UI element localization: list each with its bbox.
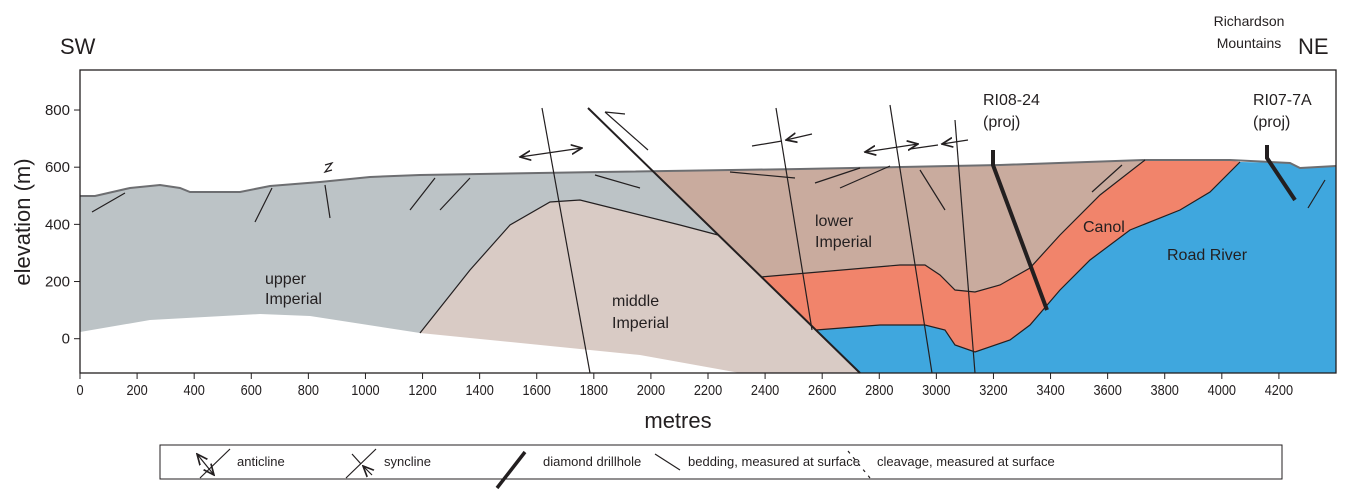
unit-label: Imperial	[815, 234, 872, 251]
x-tick-label: 2400	[751, 381, 780, 398]
unit-label: Imperial	[612, 315, 669, 332]
x-tick-label: 1200	[408, 381, 437, 398]
legend-label: cleavage, measured at surface	[877, 454, 1055, 469]
x-tick-label: 0	[76, 381, 83, 398]
x-tick-label: 4000	[1208, 381, 1237, 398]
drillhole-label: (proj)	[983, 114, 1020, 131]
y-tick-label: 800	[45, 102, 70, 119]
x-tick-label: 600	[241, 381, 262, 398]
unit-label: middle	[612, 293, 659, 310]
y-axis-label: elevation (m)	[10, 158, 35, 285]
direction-label: SW	[60, 34, 96, 59]
unit-label: Canol	[1083, 219, 1125, 236]
x-tick-label: 3800	[1151, 381, 1180, 398]
place-label: Mountains	[1217, 35, 1282, 51]
place-label: Richardson	[1214, 13, 1285, 29]
x-tick-label: 1000	[351, 381, 380, 398]
drillhole-label: (proj)	[1253, 114, 1290, 131]
x-tick-label: 400	[184, 381, 205, 398]
x-tick-label: 200	[126, 381, 147, 398]
x-tick-label: 800	[298, 381, 319, 398]
unit-label: Imperial	[265, 291, 322, 308]
x-tick-label: 2600	[808, 381, 837, 398]
drillhole-label: RI08-24	[983, 92, 1040, 109]
x-tick-label: 1400	[465, 381, 494, 398]
legend-label: anticline	[237, 454, 285, 469]
x-tick-label: 3200	[979, 381, 1008, 398]
legend-label: syncline	[384, 454, 431, 469]
legend-label: bedding, measured at surface	[688, 454, 860, 469]
unit-label: Road River	[1167, 247, 1248, 264]
cross-section: 0200400600800100012001400160018002000220…	[0, 0, 1348, 491]
syncline-symbol	[910, 140, 968, 149]
y-tick-label: 0	[62, 331, 70, 348]
x-tick-label: 2000	[637, 381, 666, 398]
x-tick-label: 3600	[1093, 381, 1122, 398]
x-tick-label: 1800	[580, 381, 609, 398]
x-tick-label: 4200	[1265, 381, 1294, 398]
y-tick-label: 400	[45, 216, 70, 233]
page: 0200400600800100012001400160018002000220…	[0, 0, 1348, 496]
x-tick-label: 1600	[523, 381, 552, 398]
x-tick-label: 2200	[694, 381, 723, 398]
unit-label: lower	[815, 213, 854, 230]
unit-label: upper	[265, 271, 307, 288]
anticline-symbol	[865, 144, 918, 152]
y-tick-label: 600	[45, 159, 70, 176]
x-tick-label: 3000	[922, 381, 951, 398]
x-tick-label: 2800	[865, 381, 894, 398]
x-tick-label: 3400	[1036, 381, 1065, 398]
drillhole-label: RI07-7A	[1253, 92, 1312, 109]
x-axis-label: metres	[644, 408, 711, 433]
direction-label: NE	[1298, 34, 1329, 59]
legend-label: diamond drillhole	[543, 454, 641, 469]
y-tick-label: 200	[45, 274, 70, 291]
